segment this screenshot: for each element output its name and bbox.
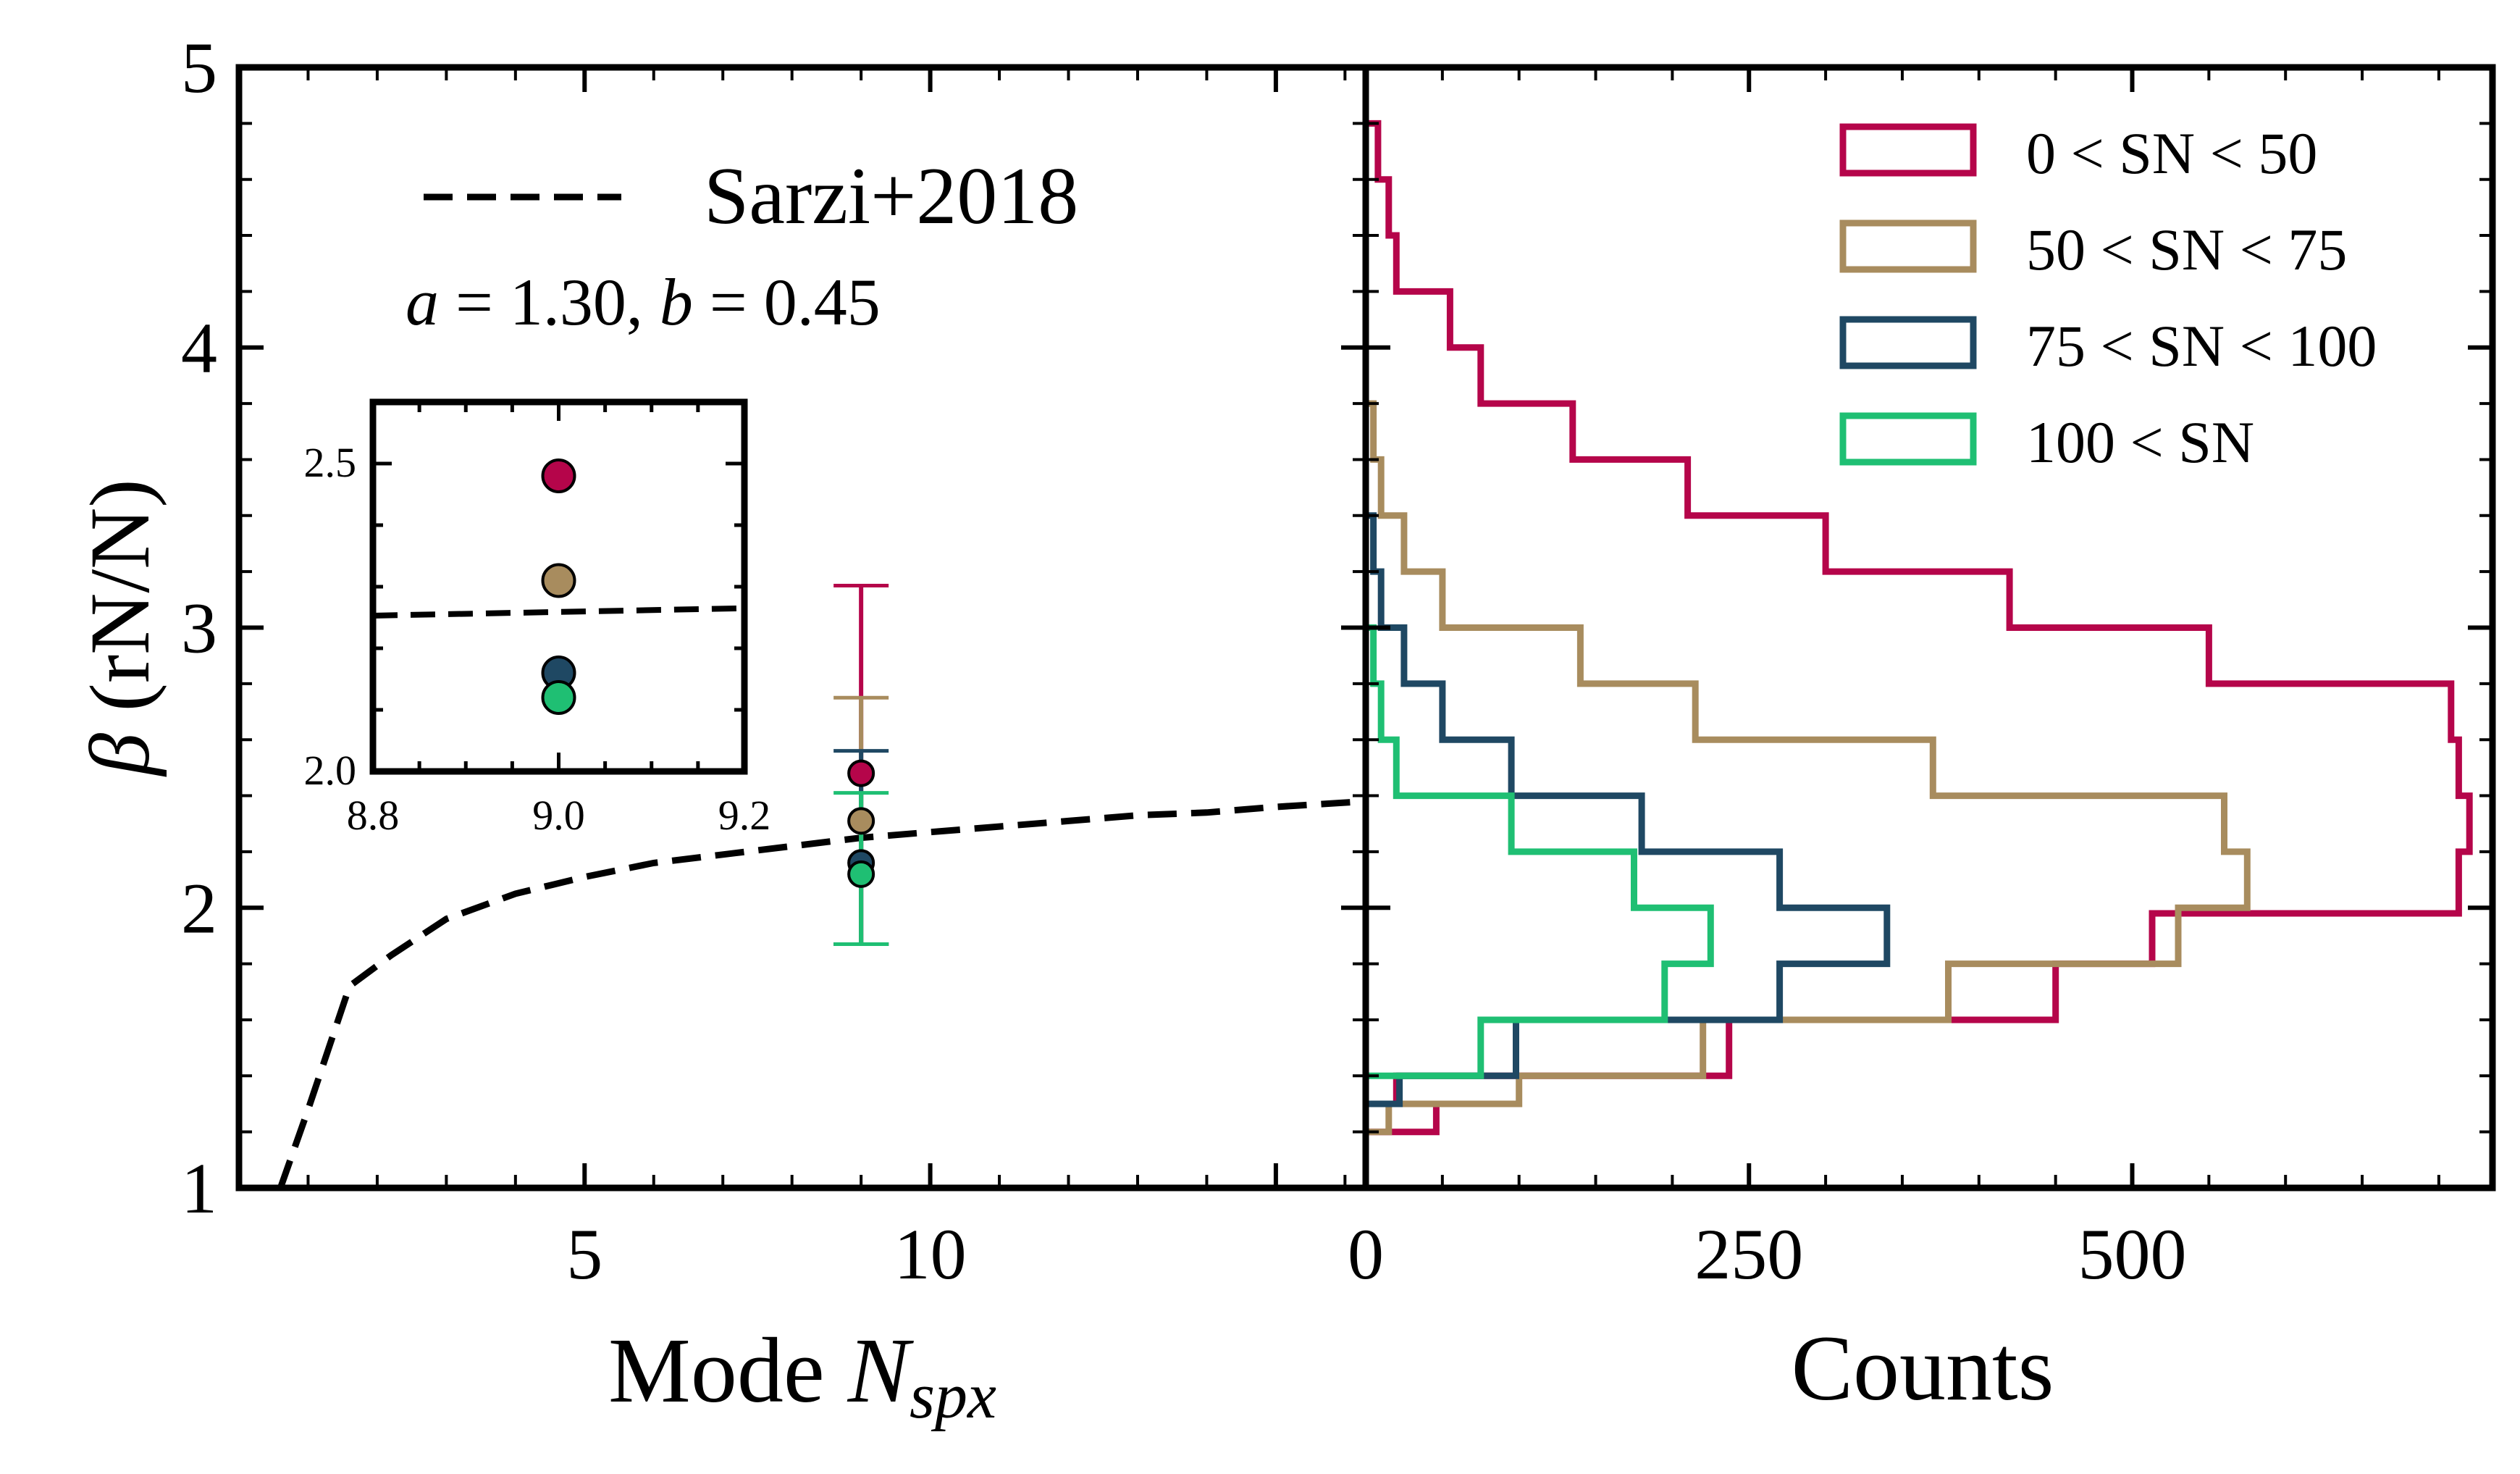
inset-frame xyxy=(369,398,748,775)
legend-label: 50 < SN < 75 xyxy=(2026,217,2347,282)
x-tick-label: 0 xyxy=(1348,1214,1384,1294)
histogram-series xyxy=(1366,512,1891,1107)
legend-swatch xyxy=(1839,123,1977,177)
inset-point xyxy=(541,680,576,715)
left-x-axis-label: Mode Nspx xyxy=(608,1319,996,1432)
y-tick-label: 1 xyxy=(181,1148,217,1228)
inset-y-tick-label: 2.0 xyxy=(304,747,357,794)
y-tick-label: 2 xyxy=(181,868,217,948)
data-point xyxy=(847,860,875,888)
y-tick-label: 4 xyxy=(181,308,217,388)
inset-point xyxy=(541,563,576,598)
inset-x-tick-label: 9.0 xyxy=(532,792,585,839)
data-point xyxy=(847,759,875,787)
x-tick-label: 500 xyxy=(2078,1214,2187,1294)
x-tick-label: 5 xyxy=(566,1214,602,1294)
inset-content xyxy=(372,458,745,715)
inset-y-tick-label: 2.5 xyxy=(304,439,357,486)
right-x-axis-label: Counts xyxy=(1792,1317,2054,1420)
inset-fit-line xyxy=(372,605,745,619)
legend-label: 0 < SN < 50 xyxy=(2026,120,2317,186)
histogram-group xyxy=(1366,120,2473,1136)
histogram-series xyxy=(1366,624,1714,1079)
inset-x-tick-label: 9.2 xyxy=(718,792,771,839)
right-axes-frame xyxy=(1362,64,2496,1192)
x-tick-label: 10 xyxy=(894,1214,967,1294)
y-tick-label: 5 xyxy=(181,28,217,108)
x-tick-label: 250 xyxy=(1694,1214,1803,1294)
fit-legend-label: Sarzi+2018 xyxy=(704,151,1078,241)
histogram-series xyxy=(1366,400,2251,1136)
legend-swatch xyxy=(1839,316,1977,369)
fit-curve xyxy=(277,797,1366,1189)
legend-swatch xyxy=(1839,412,1977,466)
data-point xyxy=(847,807,875,835)
point-group xyxy=(847,759,875,888)
legend-swatch xyxy=(1839,219,1977,273)
legend-label: 75 < SN < 100 xyxy=(2026,313,2377,379)
inset-point xyxy=(541,458,576,493)
legend-label: 100 < SN xyxy=(2026,409,2254,475)
fit-parameters: a = 1.30, b = 0.45 xyxy=(406,265,881,339)
fit-curve-group xyxy=(277,797,1366,1189)
left-ticks: 1 2 3 4 5 5 10 xyxy=(181,28,1366,1294)
right-panel: 0 250 500 xyxy=(1348,64,2496,1294)
inset-x-tick-label: 8.8 xyxy=(347,792,400,839)
inset-panel: 2.0 2.5 8.8 9.0 9.2 xyxy=(304,398,771,839)
y-axis-label: β (rN/N) xyxy=(72,479,167,776)
y-tick-label: 3 xyxy=(181,588,217,669)
sn-legend: 0 < SN < 50 50 < SN < 75 75 < SN < 100 100 … xyxy=(1839,120,2377,475)
